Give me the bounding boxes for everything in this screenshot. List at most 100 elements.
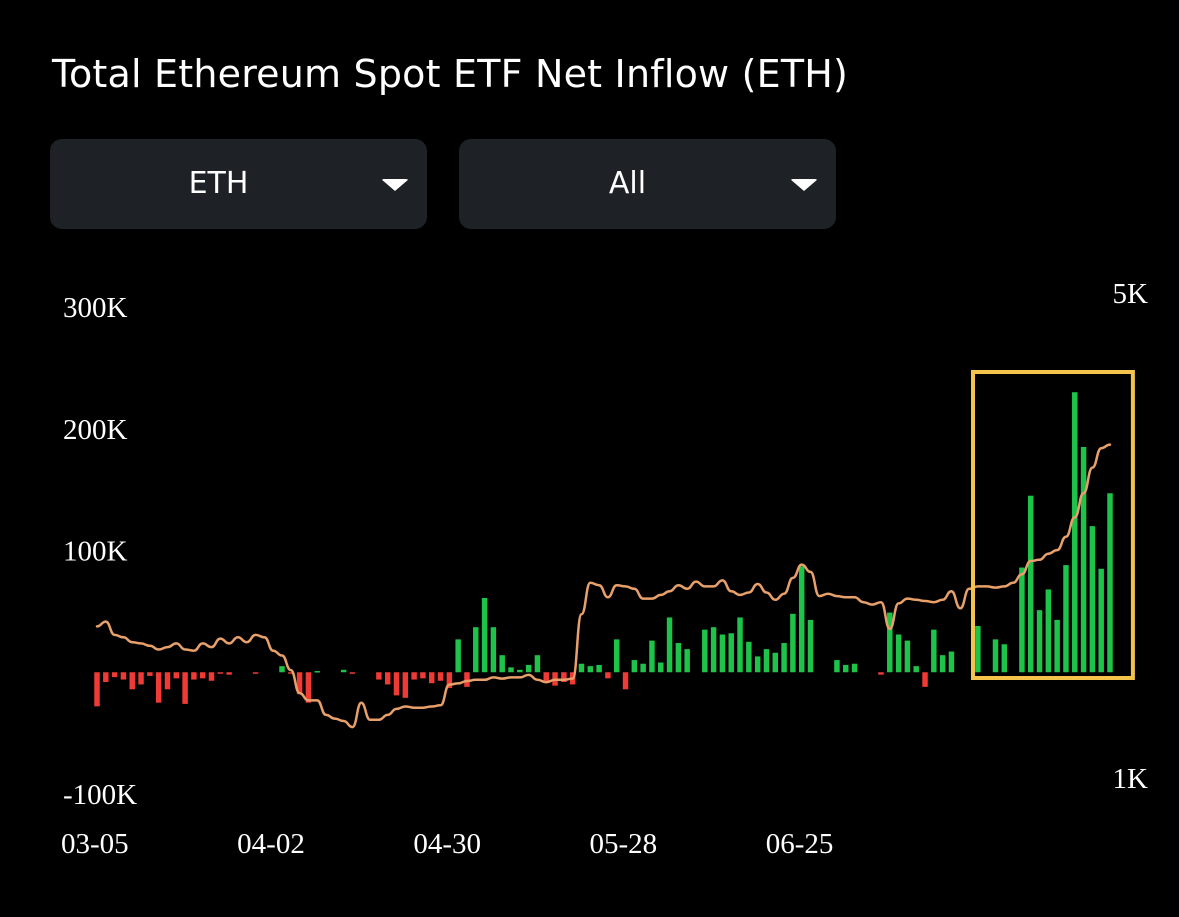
flow-bar [543, 672, 549, 682]
y2-tick-label: 1K [1113, 763, 1149, 795]
y-tick-label: 100K [63, 536, 128, 568]
flow-bar [173, 672, 180, 679]
flow-bar [490, 627, 497, 673]
flow-bar [807, 619, 814, 673]
flow-bar [384, 672, 391, 685]
flow-bar [710, 627, 717, 673]
y-tick-label: 200K [63, 414, 128, 446]
flow-bar [728, 633, 734, 673]
flow-bar [279, 666, 285, 673]
flow-bar [1001, 644, 1008, 673]
flow-bar [649, 640, 655, 673]
caret-down-icon [790, 179, 818, 191]
price-line [95, 443, 1112, 729]
flow-bar [138, 672, 144, 685]
flow-bar [843, 664, 849, 673]
flow-bar [129, 672, 135, 690]
flow-bar [217, 672, 224, 674]
flow-bar [763, 649, 770, 673]
flow-bar [111, 672, 118, 678]
flow-bar [191, 672, 197, 680]
flow-bar [834, 660, 840, 673]
flow-bar [429, 672, 435, 684]
flow-bar [420, 672, 426, 679]
flow-bar [666, 617, 673, 673]
flow-bar [314, 671, 320, 673]
flow-bar [252, 672, 259, 674]
flow-bar [1080, 447, 1087, 673]
flow-bar [931, 629, 937, 673]
flow-bar [155, 672, 162, 703]
flow-bar [851, 663, 858, 673]
page-title: Total Ethereum Spot ETF Net Inflow (ETH) [52, 52, 849, 96]
flow-bar [975, 625, 981, 673]
flow-bar [587, 666, 594, 673]
flow-bar [499, 655, 505, 673]
flow-bar [199, 672, 206, 679]
flow-bar [340, 669, 347, 673]
flow-bar [288, 672, 294, 674]
flow-bar [613, 639, 620, 673]
flow-bar [455, 639, 461, 673]
flow-bar [913, 666, 919, 673]
x-tick-label: 03-05 [61, 828, 129, 860]
flow-bar [208, 672, 215, 681]
flow-bar [631, 660, 638, 673]
flow-bar [182, 672, 188, 704]
flow-bar [781, 643, 787, 673]
flow-bar [578, 663, 585, 673]
flow-bar [147, 672, 153, 676]
flow-bar [887, 612, 893, 673]
y2-tick-label: 5K [1113, 278, 1149, 310]
flow-bar [437, 672, 444, 681]
flow-bar [402, 672, 409, 698]
flow-bar [948, 651, 955, 673]
flow-bar [684, 649, 690, 673]
flow-bar [1027, 495, 1034, 673]
flow-bar [658, 662, 664, 673]
flow-bar [1063, 565, 1069, 673]
flow-bar [376, 672, 382, 680]
flow-bar [305, 672, 312, 703]
flow-bar [922, 672, 928, 687]
flow-bar [605, 672, 611, 679]
flow-bar [702, 629, 708, 673]
flow-bar [1036, 610, 1043, 673]
flow-bar [473, 627, 479, 673]
flow-bar [895, 634, 902, 673]
flow-bar [640, 663, 646, 673]
flow-bar [411, 672, 417, 680]
range-select-value: All [608, 166, 647, 201]
flow-bar [481, 597, 488, 673]
flow-bar [120, 672, 127, 680]
flow-bar [296, 672, 303, 695]
flow-bar [596, 664, 602, 673]
flow-bar [790, 613, 796, 673]
flow-bar [103, 672, 109, 682]
asset-select[interactable]: ETH [50, 139, 427, 229]
x-tick-label: 04-02 [237, 828, 305, 860]
flow-bar [1054, 619, 1060, 673]
flow-bar [772, 652, 778, 673]
flow-bar [517, 669, 523, 673]
flow-bar [719, 634, 726, 673]
flow-bar [737, 617, 743, 673]
flow-bar [675, 643, 682, 673]
flow-bar [798, 566, 805, 673]
flow-bar [1019, 567, 1025, 673]
highlight-box [971, 370, 1135, 680]
flow-bar [508, 667, 514, 673]
flow-bar [164, 672, 171, 690]
flow-bar [561, 672, 567, 682]
flow-bar [1045, 589, 1052, 673]
flow-bar [878, 672, 884, 675]
flow-bar [94, 672, 100, 707]
x-tick-label: 04-30 [413, 828, 481, 860]
flow-bar [446, 672, 453, 689]
range-select[interactable]: All [459, 139, 836, 229]
flow-bar [349, 672, 356, 674]
flow-bar [1098, 568, 1104, 673]
flow-bar [746, 641, 752, 673]
flow-bar [393, 672, 400, 696]
flow-bar [534, 655, 541, 673]
